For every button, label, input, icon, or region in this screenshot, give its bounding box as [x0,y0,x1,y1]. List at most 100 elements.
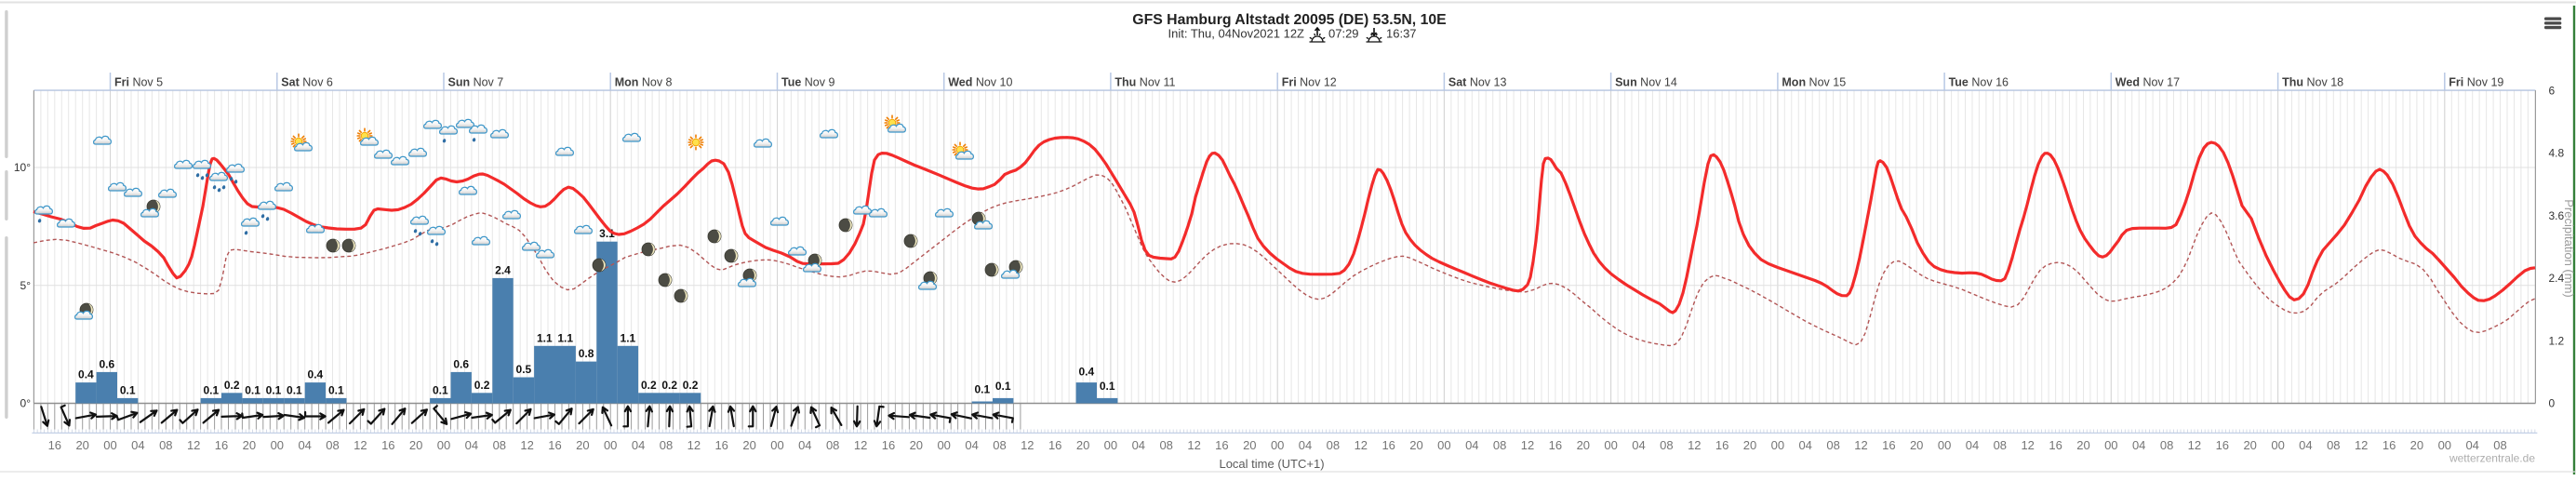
svg-text:12: 12 [1187,438,1200,452]
svg-text:Sun Nov 7: Sun Nov 7 [448,76,504,89]
svg-text:20: 20 [1076,438,1089,452]
svg-text:Mon Nov 15: Mon Nov 15 [1782,76,1846,89]
svg-text:Precipitation (mm): Precipitation (mm) [2562,199,2576,297]
svg-text:00: 00 [1771,438,1784,452]
svg-text:16: 16 [1215,438,1228,452]
svg-text:08: 08 [1826,438,1839,452]
svg-text:16: 16 [48,438,61,452]
svg-text:08: 08 [826,438,839,452]
svg-text:04: 04 [1966,438,1979,452]
svg-text:6: 6 [2549,84,2556,97]
svg-text:0.1: 0.1 [266,383,282,396]
svg-text:04: 04 [131,438,144,452]
svg-text:0.1: 0.1 [974,383,990,396]
svg-text:00: 00 [2104,438,2117,452]
svg-text:Wed Nov 10: Wed Nov 10 [948,76,1012,89]
svg-text:Sun Nov 14: Sun Nov 14 [1615,76,1677,89]
svg-text:00: 00 [1104,438,1117,452]
svg-text:20: 20 [2243,438,2256,452]
svg-text:0.1: 0.1 [433,383,448,396]
svg-text:00: 00 [1271,438,1284,452]
svg-text:20: 20 [409,438,422,452]
svg-text:12: 12 [520,438,533,452]
svg-text:20: 20 [1243,438,1256,452]
svg-text:12: 12 [854,438,867,452]
svg-text:20: 20 [2076,438,2089,452]
svg-text:20: 20 [1409,438,1422,452]
svg-text:16: 16 [882,438,895,452]
svg-text:0.1: 0.1 [203,383,219,396]
svg-text:0.1: 0.1 [245,383,260,396]
svg-text:Sat Nov 13: Sat Nov 13 [1448,76,1507,89]
svg-text:04: 04 [1132,438,1145,452]
svg-text:08: 08 [1159,438,1172,452]
svg-text:12: 12 [1854,438,1867,452]
svg-text:20: 20 [1910,438,1923,452]
svg-text:08: 08 [2160,438,2173,452]
svg-text:20: 20 [742,438,755,452]
svg-text:1.1: 1.1 [557,331,573,344]
svg-text:08: 08 [1994,438,2007,452]
svg-text:20: 20 [910,438,923,452]
svg-text:16: 16 [1715,438,1728,452]
svg-text:00: 00 [1604,438,1617,452]
svg-text:08: 08 [993,438,1006,452]
svg-text:08: 08 [1660,438,1673,452]
svg-text:1.1: 1.1 [621,331,636,344]
svg-text:0.1: 0.1 [328,383,344,396]
svg-text:16: 16 [1882,438,1895,452]
svg-text:16: 16 [2216,438,2229,452]
svg-text:04: 04 [1299,438,1312,452]
svg-text:0.5: 0.5 [516,363,532,376]
svg-text:1.1: 1.1 [537,331,553,344]
svg-text:16: 16 [2049,438,2062,452]
svg-text:12: 12 [187,438,200,452]
svg-text:Mon Nov 8: Mon Nov 8 [615,76,673,89]
svg-text:04: 04 [2299,438,2312,452]
svg-text:0.4: 0.4 [78,368,94,381]
svg-text:00: 00 [437,438,450,452]
svg-text:16: 16 [215,438,228,452]
svg-text:1.2: 1.2 [2549,335,2565,348]
svg-text:16: 16 [2382,438,2396,452]
svg-text:0.1: 0.1 [287,383,302,396]
svg-text:0.4: 0.4 [308,368,324,381]
svg-text:12: 12 [1021,438,1034,452]
svg-text:00: 00 [604,438,617,452]
svg-text:04: 04 [798,438,811,452]
svg-text:08: 08 [2493,438,2506,452]
svg-text:12: 12 [687,438,701,452]
svg-text:Thu Nov 18: Thu Nov 18 [2282,76,2343,89]
svg-text:12: 12 [1688,438,1701,452]
svg-text:12: 12 [2355,438,2368,452]
svg-text:Tue Nov 9: Tue Nov 9 [781,76,834,89]
svg-text:00: 00 [271,438,284,452]
svg-text:Wed Nov 17: Wed Nov 17 [2116,76,2180,89]
svg-text:04: 04 [965,438,978,452]
svg-text:08: 08 [660,438,673,452]
svg-text:0.8: 0.8 [579,347,594,360]
svg-text:Tue Nov 16: Tue Nov 16 [1949,76,2009,89]
svg-text:08: 08 [493,438,506,452]
svg-text:0: 0 [2549,397,2556,410]
svg-text:16: 16 [548,438,561,452]
svg-text:Thu Nov 11: Thu Nov 11 [1114,76,1175,89]
svg-text:20: 20 [1743,438,1756,452]
svg-text:08: 08 [326,438,339,452]
svg-text:08: 08 [159,438,172,452]
svg-text:2.4: 2.4 [495,263,511,276]
svg-text:16: 16 [714,438,727,452]
svg-text:0.2: 0.2 [661,379,677,392]
svg-text:20: 20 [243,438,256,452]
svg-text:3.6: 3.6 [2549,209,2565,222]
svg-text:12: 12 [2188,438,2201,452]
svg-text:00: 00 [103,438,116,452]
svg-text:0.1: 0.1 [120,383,136,396]
svg-text:12: 12 [2021,438,2034,452]
svg-text:00: 00 [770,438,783,452]
svg-text:0.2: 0.2 [224,379,240,392]
svg-text:12: 12 [1521,438,1534,452]
svg-text:0.2: 0.2 [683,379,699,392]
svg-text:16: 16 [1048,438,1061,452]
svg-text:Fri Nov 19: Fri Nov 19 [2449,76,2503,89]
